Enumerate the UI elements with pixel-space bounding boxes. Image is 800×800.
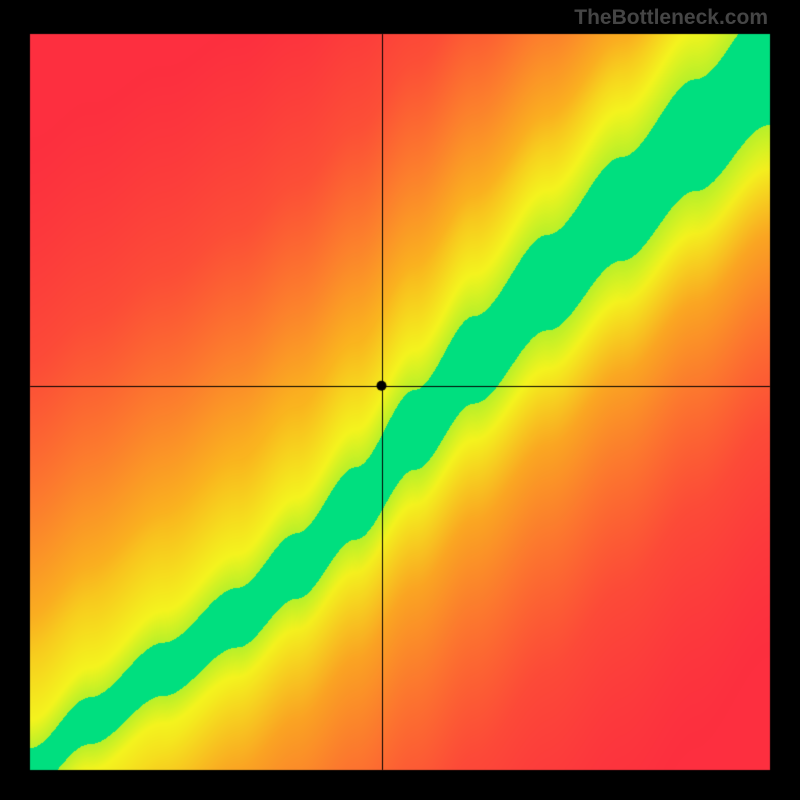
watermark-text: TheBottleneck.com [574, 6, 768, 30]
bottleneck-chart-frame: { "watermark": { "text": "TheBottleneck.… [0, 0, 800, 800]
crosshair-overlay [0, 0, 800, 800]
